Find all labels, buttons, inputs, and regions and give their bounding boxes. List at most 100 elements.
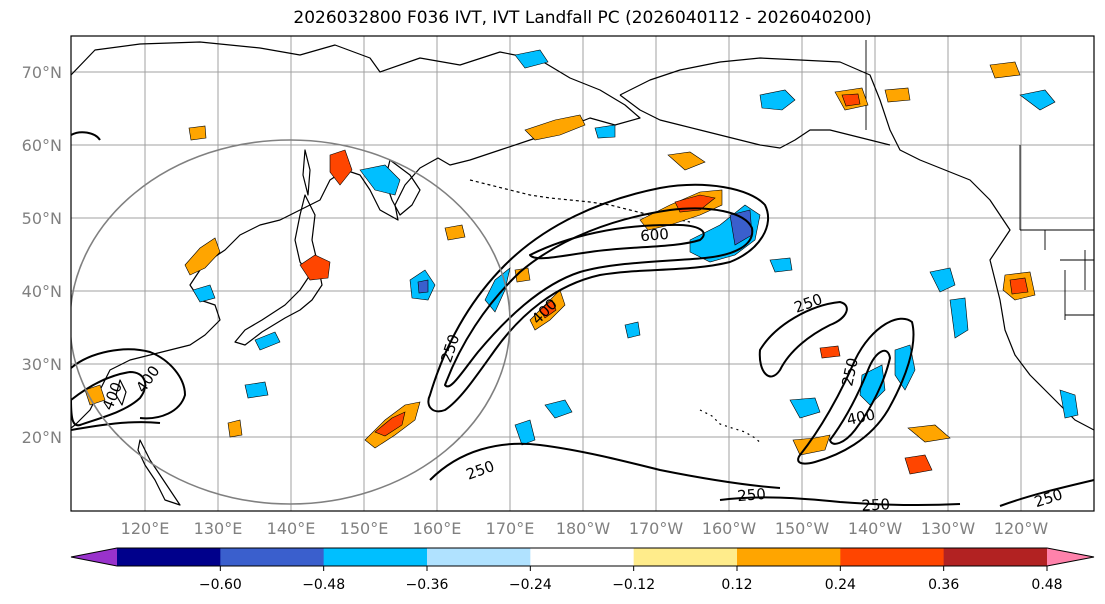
colorbar-tick-label: −0.60 (199, 577, 242, 593)
alaska-southwest (619, 94, 891, 149)
longitude-label: 120°W (994, 519, 1049, 538)
taiwan (115, 379, 127, 406)
pos-feature (819, 345, 841, 359)
pos-feature (184, 237, 221, 276)
colorbar-bin (323, 548, 428, 566)
ivt-contour-250 (999, 479, 1094, 507)
ivt-contour-600 (529, 223, 705, 260)
neg-feature (624, 321, 641, 339)
longitude-label: 170°E (486, 519, 535, 538)
colorbar-bin (633, 548, 738, 566)
map-frame (70, 35, 1095, 512)
pos-feature (227, 419, 243, 438)
longitude-labels: 120°E 130°E 140°E 150°E 160°E 170°E 180°W 170°W… (121, 519, 1049, 538)
pos-feature (84, 384, 106, 406)
neg-feature (949, 297, 969, 339)
colorbar-tick-label: −0.24 (509, 577, 552, 593)
ivt-contour-250 (427, 183, 770, 413)
ivt-contour-250 (797, 317, 915, 465)
pos-feature (374, 411, 406, 437)
neg-feature (929, 267, 956, 293)
neg-feature (759, 89, 796, 111)
ivt-contour-250 (71, 348, 186, 420)
pos-feature (188, 125, 207, 141)
colorbar-tick-label: −0.48 (302, 577, 345, 593)
longitude-label: 170°W (629, 519, 684, 538)
colorbar-tick-label: 0.24 (825, 577, 856, 593)
contour-label: 600 (640, 225, 670, 245)
longitude-label: 160°W (702, 519, 757, 538)
longitude-label: 150°W (775, 519, 830, 538)
pos-feature (907, 424, 951, 443)
graticule (71, 36, 1094, 511)
neg-feature (514, 419, 536, 446)
pc-shading (84, 49, 1079, 475)
pos-feature (539, 299, 557, 319)
colorbar: −0.60 −0.48 −0.36 −0.24 −0.12 0.12 0.24 0.36 0.4… (70, 547, 1095, 593)
alaska-coast (619, 57, 1094, 431)
hawaii (699, 409, 763, 445)
sakhalin (302, 149, 311, 196)
ivt-contours (71, 131, 1094, 507)
latitude-label: 40°N (22, 282, 62, 301)
latitude-label: 60°N (22, 136, 62, 155)
neg-feature (514, 49, 549, 69)
neg-feature (1059, 389, 1079, 419)
colorbar-extend-high (1047, 548, 1094, 566)
contour-label: 400 (845, 405, 877, 429)
pos-feature (299, 254, 331, 281)
pos-feature (1009, 277, 1029, 295)
latitude-label: 20°N (22, 428, 62, 447)
neg-feature (417, 279, 429, 294)
colorbar-tick-label: −0.12 (612, 577, 655, 593)
neg-feature (769, 257, 793, 273)
neg-feature (192, 284, 216, 303)
ivt-contour-250 (71, 421, 161, 431)
longitude-label: 140°W (848, 519, 903, 538)
colorbar-outline (70, 547, 1095, 567)
map-area: 600 400 250 250 400 250 250 250 250 250 … (71, 36, 1094, 514)
ivt-contour-400 (444, 207, 754, 388)
pos-feature (884, 87, 911, 103)
ivt-contour-400 (829, 349, 891, 445)
colorbar-bin (427, 548, 531, 566)
boundaries (865, 40, 1094, 320)
latitude-label: 30°N (22, 355, 62, 374)
colorbar-tick-label: 0.48 (1031, 577, 1062, 593)
latitude-label: 50°N (22, 209, 62, 228)
contour-label: 250 (838, 356, 862, 388)
colorbar-bin (840, 548, 945, 566)
ivt-contour-250 (71, 131, 101, 141)
ivt-contour-250 (758, 301, 848, 378)
colorbar-bin (220, 548, 325, 566)
colorbar-bin (943, 548, 1048, 566)
neg-feature (594, 124, 616, 139)
pos-feature (841, 93, 861, 107)
longitude-label: 130°E (194, 519, 243, 538)
colorbar-bin (117, 548, 221, 566)
longitude-label: 180°W (556, 519, 611, 538)
neg-feature (544, 399, 573, 419)
neg-feature (789, 397, 821, 419)
longitude-label: 160°E (413, 519, 462, 538)
landfall-region-circle (71, 139, 511, 505)
ivt-contour-400 (71, 371, 147, 427)
colorbar-extend-low (71, 548, 117, 566)
colorbar-bin (737, 548, 841, 566)
ivt-contour-250 (719, 496, 961, 507)
pos-feature (989, 61, 1021, 79)
latitude-label: 70°N (22, 63, 62, 82)
neg-feature (1019, 89, 1056, 111)
colorbar-tick-label: 0.12 (721, 577, 752, 593)
contour-label: 250 (861, 495, 891, 514)
colorbar-tick-label: −0.36 (406, 577, 449, 593)
pos-feature (904, 454, 933, 475)
asia-coast (71, 41, 641, 429)
longitude-label: 140°E (267, 519, 316, 538)
pos-feature (444, 224, 466, 241)
longitude-label: 120°E (121, 519, 170, 538)
longitude-label: 150°E (340, 519, 389, 538)
colorbar-tick-label: 0.36 (928, 577, 959, 593)
pos-feature (667, 151, 706, 171)
